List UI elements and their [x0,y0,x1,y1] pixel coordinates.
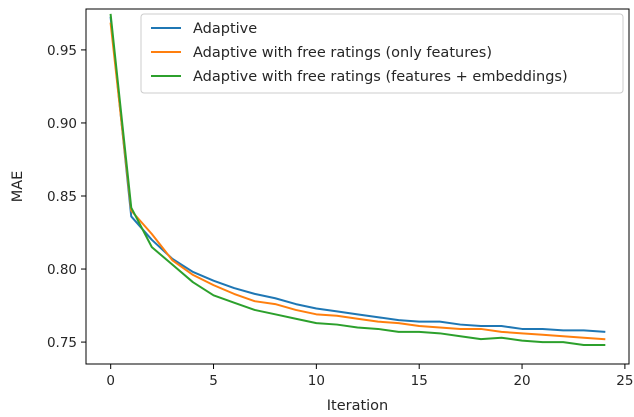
x-tick-label: 20 [513,373,530,389]
y-tick-label: 0.75 [47,335,77,351]
legend-entry-label: Adaptive with free ratings (features + e… [193,69,568,85]
x-tick-label: 15 [411,373,428,389]
series-line-2 [109,22,606,341]
y-axis: 0.75 0.80 0.85 0.90 0.95 [47,43,86,351]
x-axis-label: Iteration [327,398,389,414]
x-tick-label: 0 [106,373,115,389]
y-axis-label: MAE [10,171,26,203]
y-tick-label: 0.85 [47,189,77,205]
axes-frame [85,8,630,365]
y-tick-label: 0.80 [47,262,77,278]
x-tick-label: 5 [209,373,218,389]
series-line-3 [109,13,606,347]
x-tick-label: 25 [616,373,633,389]
y-tick-label: 0.90 [47,116,77,132]
legend: Adaptive Adaptive with free ratings (only… [140,13,624,94]
series-line-1 [109,16,606,333]
y-tick-label: 0.95 [47,43,77,59]
legend-box [140,13,624,94]
legend-entry-label: Adaptive with free ratings (only feature… [193,45,492,61]
x-axis: 0 5 10 15 20 25 [106,364,633,389]
series-layer [109,13,606,347]
legend-entry-label: Adaptive [193,21,257,37]
x-tick-label: 10 [308,373,325,389]
